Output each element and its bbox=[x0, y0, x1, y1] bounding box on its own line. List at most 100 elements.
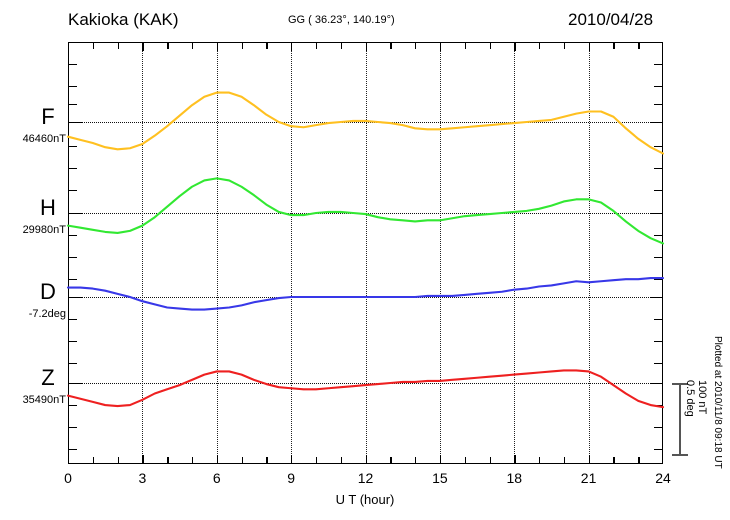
y-tick-right bbox=[654, 257, 663, 259]
x-axis-tick-label: 21 bbox=[580, 470, 597, 486]
x-axis-tick-label: 18 bbox=[506, 470, 523, 486]
baseline-Z bbox=[68, 383, 663, 384]
y-tick-right bbox=[654, 104, 663, 106]
x-tick-top bbox=[142, 42, 144, 51]
component-value-F: 46460nT bbox=[22, 133, 66, 145]
y-tick-right bbox=[654, 86, 663, 88]
y-tick bbox=[68, 257, 77, 259]
x-tick-top bbox=[539, 42, 541, 49]
gridline-6 bbox=[216, 42, 218, 464]
y-tick-right bbox=[654, 341, 663, 343]
y-tick bbox=[68, 64, 77, 66]
x-tick-bottom bbox=[539, 457, 541, 464]
x-tick-top bbox=[365, 42, 367, 51]
y-tick-right bbox=[654, 168, 663, 170]
y-tick bbox=[68, 405, 77, 407]
trace-Z bbox=[66, 369, 665, 409]
y-tick bbox=[68, 86, 77, 88]
y-tick-right bbox=[654, 427, 663, 429]
x-axis-tick-label: 15 bbox=[432, 470, 448, 486]
x-axis-tick-label: 3 bbox=[138, 470, 147, 486]
y-tick-right bbox=[654, 146, 663, 148]
scale-label-deg: 0.5 deg bbox=[684, 380, 696, 417]
x-tick-bottom bbox=[92, 457, 95, 464]
trace-H bbox=[66, 177, 665, 245]
x-axis-title: U T (hour) bbox=[335, 492, 395, 507]
x-tick-bottom bbox=[291, 455, 293, 464]
x-tick-top bbox=[216, 42, 219, 51]
x-axis-tick-label: 24 bbox=[655, 470, 671, 486]
component-value-D: -7.2deg bbox=[28, 308, 66, 320]
plotted-at-timestamp: Plotted at 2010/11/8 09:18 UT bbox=[712, 336, 723, 469]
y-tick bbox=[68, 235, 77, 237]
x-tick-bottom bbox=[315, 457, 318, 464]
y-tick-right bbox=[654, 64, 663, 66]
y-tick-major bbox=[68, 297, 83, 299]
y-tick-right bbox=[654, 363, 663, 365]
x-tick-bottom bbox=[588, 455, 590, 464]
x-axis-tick-label: 6 bbox=[212, 470, 221, 486]
x-axis-tick-label: 12 bbox=[357, 470, 374, 486]
x-axis-tick-label: 0 bbox=[64, 470, 72, 486]
x-tick-bottom bbox=[415, 457, 417, 464]
y-tick bbox=[68, 319, 77, 321]
observation-date: 2010/04/28 bbox=[568, 10, 654, 29]
gridline-12 bbox=[365, 42, 367, 464]
x-tick-bottom bbox=[192, 457, 194, 464]
gridline-15 bbox=[439, 42, 441, 464]
x-tick-top bbox=[638, 42, 640, 49]
y-tick bbox=[68, 427, 77, 429]
x-tick-top bbox=[514, 42, 516, 51]
gridline-18 bbox=[514, 42, 516, 464]
scale-bar-label: 100 nT 0.5 deg bbox=[684, 380, 708, 417]
component-value-H: 29980nT bbox=[22, 224, 66, 236]
x-tick-top bbox=[340, 42, 343, 49]
x-tick-top bbox=[563, 42, 566, 49]
y-tick-major bbox=[68, 213, 83, 215]
x-tick-bottom bbox=[563, 457, 566, 464]
x-tick-top bbox=[439, 42, 442, 51]
y-tick bbox=[68, 146, 77, 148]
x-tick-bottom bbox=[216, 455, 219, 464]
scale-bar-cap-bottom bbox=[672, 454, 688, 456]
x-tick-top bbox=[167, 42, 169, 49]
x-tick-top bbox=[291, 42, 293, 51]
y-tick bbox=[68, 190, 77, 192]
y-tick-right bbox=[654, 235, 663, 237]
baseline-F bbox=[68, 122, 663, 123]
x-tick-top bbox=[192, 42, 194, 49]
x-tick-bottom bbox=[638, 457, 640, 464]
data-traces bbox=[66, 91, 665, 409]
y-tick-major bbox=[68, 383, 83, 385]
x-tick-top bbox=[415, 42, 417, 49]
component-value-Z: 35490nT bbox=[22, 394, 66, 406]
x-tick-top bbox=[464, 42, 467, 49]
x-tick-bottom bbox=[365, 455, 367, 464]
y-tick bbox=[68, 279, 77, 281]
x-tick-top bbox=[266, 42, 268, 49]
y-tick bbox=[68, 341, 77, 343]
gridline-9 bbox=[291, 42, 293, 464]
scale-bar-cap-top bbox=[672, 383, 688, 385]
x-tick-bottom bbox=[489, 457, 491, 464]
x-tick-top bbox=[390, 42, 392, 49]
x-tick-bottom bbox=[340, 457, 343, 464]
y-tick-right-major bbox=[650, 383, 663, 385]
component-label-D: D bbox=[40, 279, 56, 304]
y-tick-right-major bbox=[650, 213, 663, 215]
x-tick-bottom bbox=[167, 457, 169, 464]
x-tick-top bbox=[315, 42, 318, 49]
y-tick-right-major bbox=[650, 122, 663, 124]
x-tick-bottom bbox=[117, 457, 119, 464]
x-tick-bottom bbox=[613, 457, 615, 464]
trace-F bbox=[66, 91, 665, 155]
plot-area bbox=[66, 42, 665, 464]
y-tick-right-major bbox=[650, 297, 663, 299]
y-tick bbox=[68, 104, 77, 106]
x-tick-top bbox=[588, 42, 590, 51]
y-tick bbox=[68, 449, 77, 451]
x-tick-top bbox=[92, 42, 95, 49]
scale-label-nt: 100 nT bbox=[696, 380, 708, 415]
x-tick-bottom bbox=[439, 455, 442, 464]
